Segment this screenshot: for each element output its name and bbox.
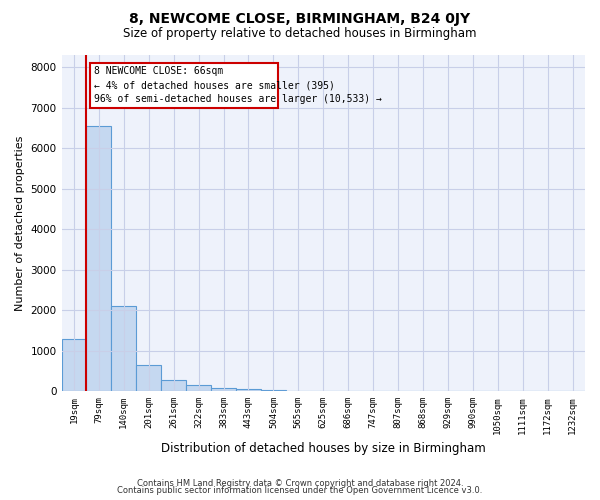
Text: Size of property relative to detached houses in Birmingham: Size of property relative to detached ho…: [123, 28, 477, 40]
Text: 8 NEWCOME CLOSE: 66sqm
← 4% of detached houses are smaller (395)
96% of semi-det: 8 NEWCOME CLOSE: 66sqm ← 4% of detached …: [94, 66, 382, 104]
Bar: [236, 389, 261, 391]
Text: Contains public sector information licensed under the Open Government Licence v3: Contains public sector information licen…: [118, 486, 482, 495]
Bar: [112, 306, 136, 391]
Bar: [62, 338, 86, 391]
Bar: [136, 365, 161, 391]
Text: 8, NEWCOME CLOSE, BIRMINGHAM, B24 0JY: 8, NEWCOME CLOSE, BIRMINGHAM, B24 0JY: [130, 12, 470, 26]
Bar: [261, 390, 286, 391]
Text: Contains HM Land Registry data © Crown copyright and database right 2024.: Contains HM Land Registry data © Crown c…: [137, 478, 463, 488]
Bar: [286, 390, 311, 391]
FancyBboxPatch shape: [90, 63, 278, 108]
Bar: [86, 126, 112, 391]
Bar: [211, 388, 236, 391]
Bar: [186, 385, 211, 391]
Bar: [161, 380, 186, 391]
X-axis label: Distribution of detached houses by size in Birmingham: Distribution of detached houses by size …: [161, 442, 485, 455]
Y-axis label: Number of detached properties: Number of detached properties: [15, 136, 25, 311]
